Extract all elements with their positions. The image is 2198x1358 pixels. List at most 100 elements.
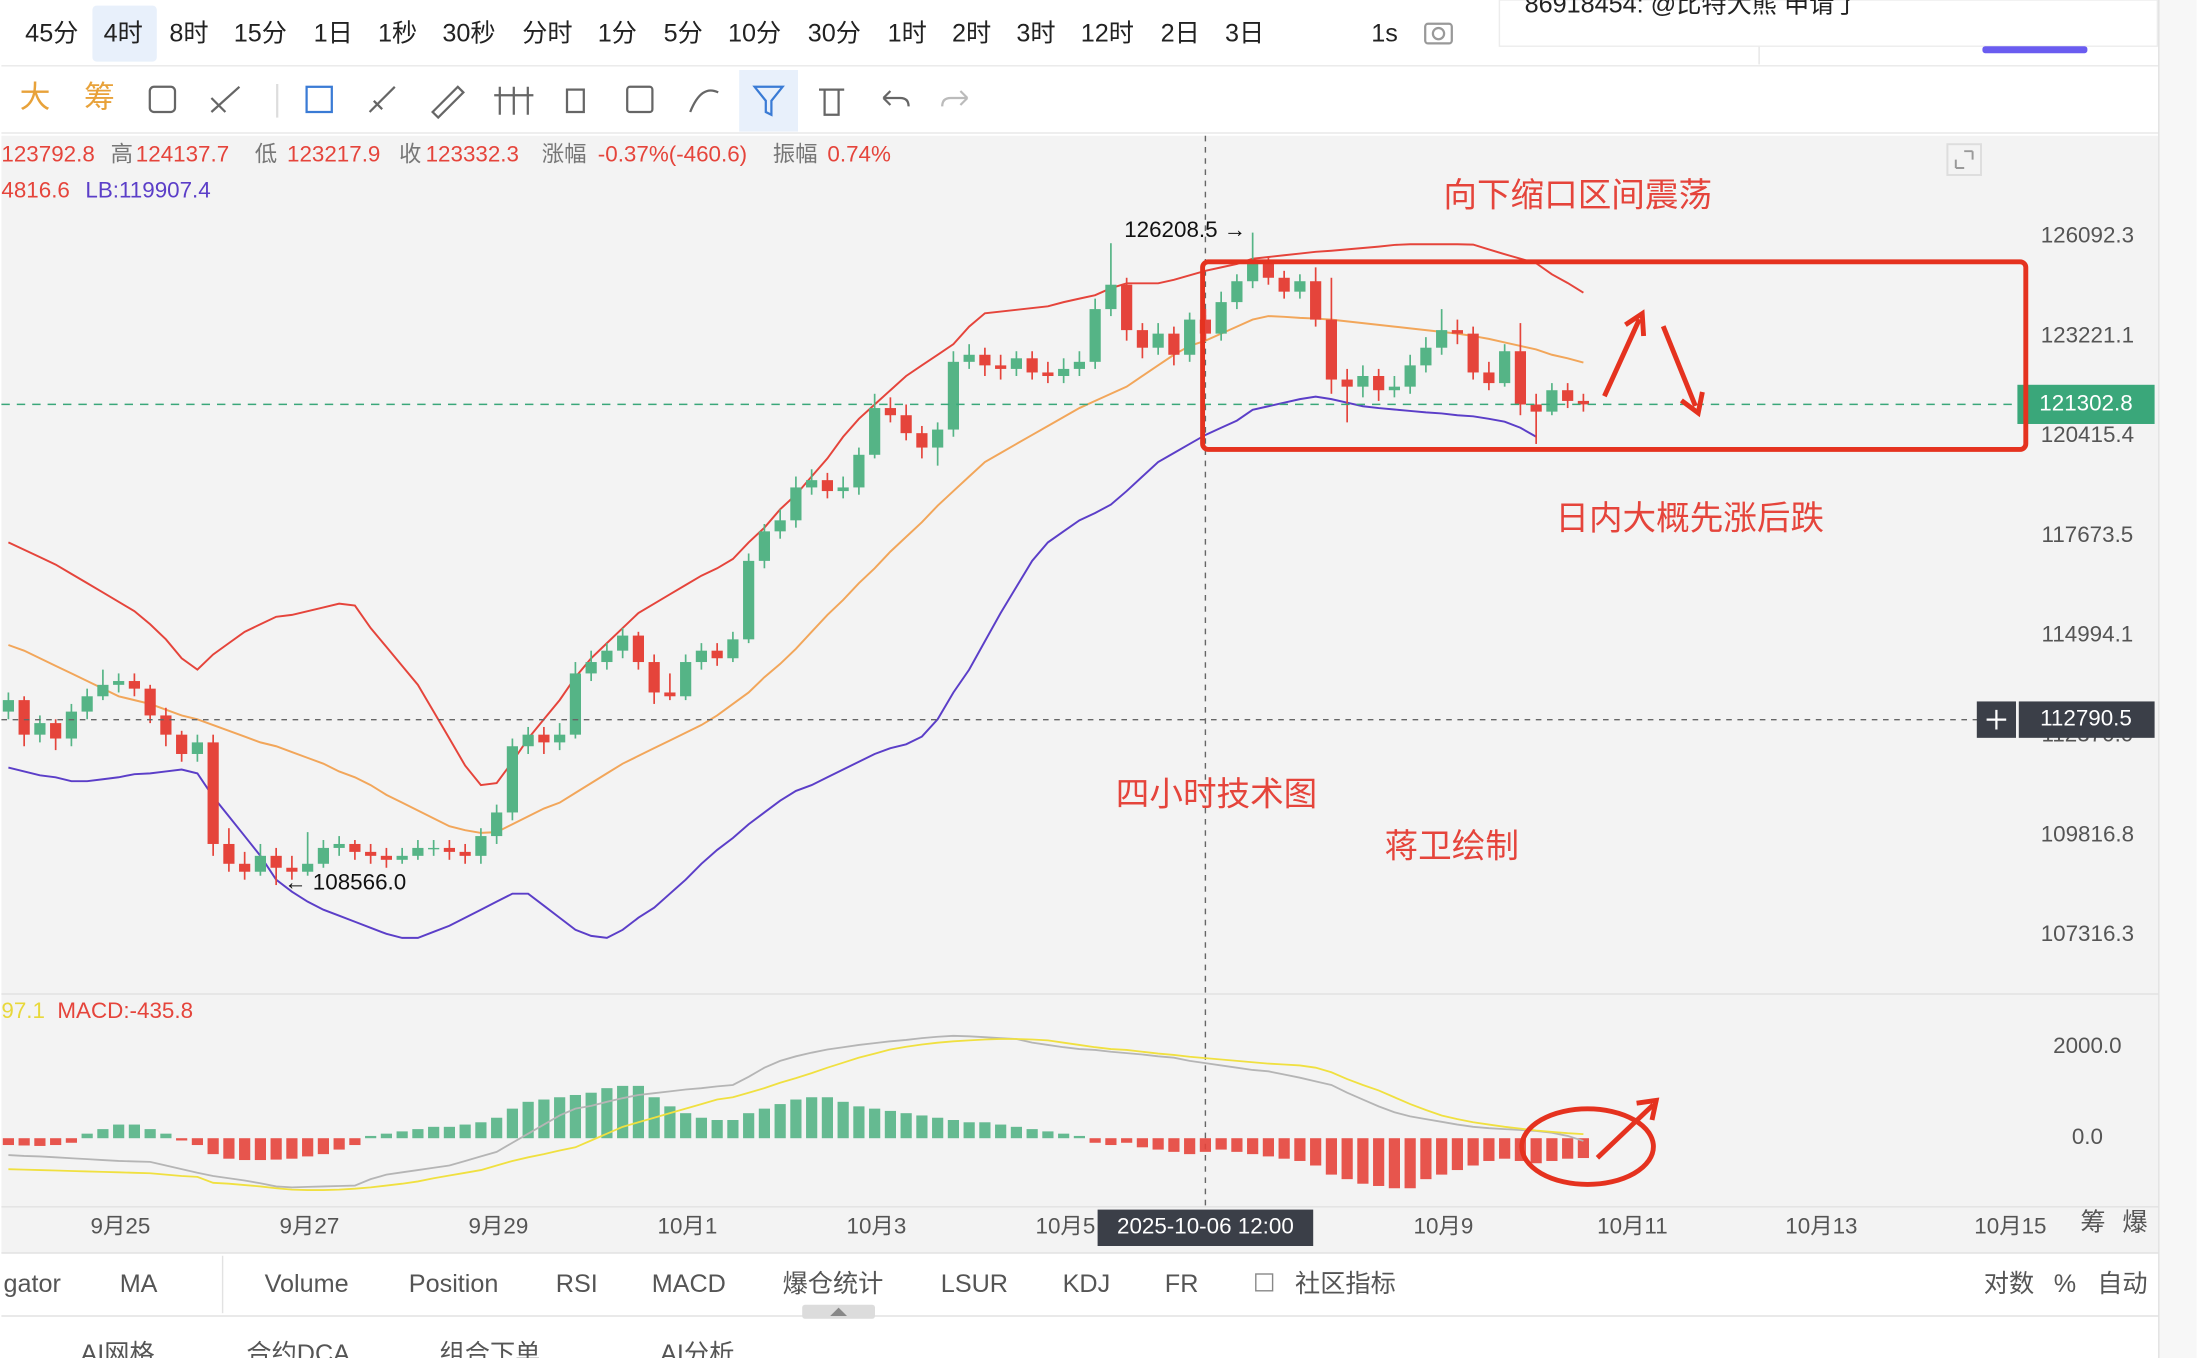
interval-tab[interactable]: 1分 <box>598 20 637 48</box>
macd-bar <box>1262 1138 1274 1157</box>
y-tick-label: 126092.3 <box>2041 223 2134 248</box>
tool[interactable]: 大 <box>20 80 51 115</box>
macd-bar <box>1184 1138 1196 1155</box>
macd-line <box>8 1034 1584 1189</box>
interval-tab[interactable]: 10分 <box>728 20 781 48</box>
tool-icon[interactable] <box>148 85 177 114</box>
bottom-tab[interactable]: AI分析 <box>660 1340 734 1358</box>
bottom-tab[interactable]: 合约DCA <box>246 1340 350 1358</box>
macd-bar <box>884 1110 896 1139</box>
tool-icon[interactable] <box>689 89 719 113</box>
side-label[interactable]: 爆 <box>2122 1208 2147 1236</box>
active-interval-bg <box>92 5 157 62</box>
macd-bar <box>349 1138 361 1146</box>
macd-bar <box>1357 1138 1369 1184</box>
candle-body <box>1436 330 1448 348</box>
bottom-tab[interactable]: 组合下单 <box>440 1340 541 1358</box>
indicator-tab[interactable]: LSUR <box>941 1270 1008 1298</box>
interval-tab[interactable]: 4时 <box>104 20 143 48</box>
expand-icon[interactable] <box>1946 143 1982 176</box>
indicator-tab[interactable]: Volume <box>265 1270 349 1298</box>
interval-tab[interactable]: 2时 <box>952 20 991 48</box>
scale-option[interactable]: 自动 <box>2097 1270 2147 1298</box>
side-label[interactable]: 筹 <box>2080 1208 2105 1236</box>
tool-icon[interactable] <box>494 86 534 115</box>
interval-tab[interactable]: 3时 <box>1016 20 1055 48</box>
info-value: 123332.3 <box>426 141 519 166</box>
macd-bar <box>758 1108 770 1139</box>
macd-bar <box>522 1101 534 1139</box>
candle-body <box>191 742 203 754</box>
tool-icon[interactable] <box>818 88 845 116</box>
tool-icon[interactable] <box>210 85 241 113</box>
camera-icon[interactable] <box>1424 22 1453 45</box>
indicator-tab[interactable]: 爆仓统计 <box>783 1270 884 1298</box>
candle-body <box>1467 333 1479 373</box>
interval-tab[interactable]: 1时 <box>888 20 927 48</box>
candle-body <box>443 847 455 852</box>
notification-text: 86918454: @比特大熊 申请了 <box>1525 0 1860 18</box>
scale-option[interactable]: 对数 <box>1984 1270 2034 1298</box>
macd-bar <box>1105 1138 1117 1146</box>
x-tick-label: 10月5 <box>1036 1214 1096 1239</box>
macd-bar <box>1152 1138 1164 1150</box>
macd-bar <box>1247 1138 1259 1155</box>
chart-area <box>1 135 2159 1253</box>
tool-icon[interactable] <box>752 85 785 117</box>
bottom-tab[interactable]: AI网格 <box>81 1340 155 1358</box>
range-box <box>1200 259 2029 452</box>
interval-tab[interactable]: 8时 <box>169 20 208 48</box>
candle-body <box>412 847 424 856</box>
interval-tab[interactable]: 分时 <box>522 20 572 48</box>
indicator-tab[interactable]: 社区指标 <box>1295 1270 1396 1298</box>
macd-bar <box>239 1138 251 1161</box>
interval-tab[interactable]: 30分 <box>808 20 861 48</box>
tab-bar <box>1 1253 2159 1316</box>
tool-icon[interactable] <box>305 85 333 114</box>
indicator-tab[interactable]: MA <box>120 1270 158 1298</box>
interval-tab[interactable]: 2日 <box>1161 20 1200 48</box>
info-value: 124137.7 <box>136 141 229 166</box>
interval-tab[interactable]: 45分 <box>25 20 78 48</box>
indicator-tab[interactable]: gator <box>3 1270 60 1298</box>
camera-lens <box>1431 26 1446 41</box>
macd-bar <box>1325 1138 1337 1175</box>
indicator-tab[interactable]: KDJ <box>1063 1270 1111 1298</box>
macd-bar <box>869 1108 881 1139</box>
interval-tab[interactable]: 1日 <box>314 20 353 48</box>
tool[interactable]: 筹 <box>84 80 115 115</box>
tool-icon[interactable] <box>565 88 585 114</box>
macd-bar <box>1278 1138 1290 1159</box>
low-marker: ← 108566.0 <box>284 869 406 894</box>
tool-icon[interactable] <box>431 85 465 120</box>
indicator-tab[interactable]: MACD <box>652 1270 726 1298</box>
indicator-tab[interactable]: Position <box>409 1270 499 1298</box>
interval-tab[interactable]: 5分 <box>664 20 703 48</box>
tool-icon[interactable] <box>626 85 654 114</box>
interval-tab[interactable]: 15分 <box>234 20 287 48</box>
up-arrow <box>1602 318 1642 398</box>
tool-active-bg <box>739 70 798 132</box>
interval-tab[interactable]: 3日 <box>1225 20 1264 48</box>
interval-tab[interactable]: 1秒 <box>378 20 417 48</box>
indicator-tab[interactable]: RSI <box>556 1270 598 1298</box>
candle-body <box>1089 309 1101 362</box>
indicator-tab[interactable]: FR <box>1165 1270 1199 1298</box>
candle-body <box>286 867 298 872</box>
candle-body <box>664 692 676 697</box>
speed[interactable]: 1s <box>1371 20 1398 48</box>
candle-body <box>1499 351 1511 384</box>
scale-option[interactable]: % <box>2054 1270 2076 1298</box>
candle-body <box>18 700 30 735</box>
crosshair-time-tag <box>1097 1209 1314 1246</box>
candle-body <box>1215 302 1227 334</box>
interval-tab[interactable]: 12时 <box>1081 20 1134 48</box>
interval-tab[interactable]: 30秒 <box>442 20 495 48</box>
tool-icon[interactable] <box>368 86 396 113</box>
candle-body <box>585 662 597 674</box>
tool-icon[interactable] <box>941 90 969 107</box>
tool-icon[interactable] <box>882 90 910 107</box>
candle-body <box>317 847 329 864</box>
macd-bar <box>1499 1138 1511 1159</box>
